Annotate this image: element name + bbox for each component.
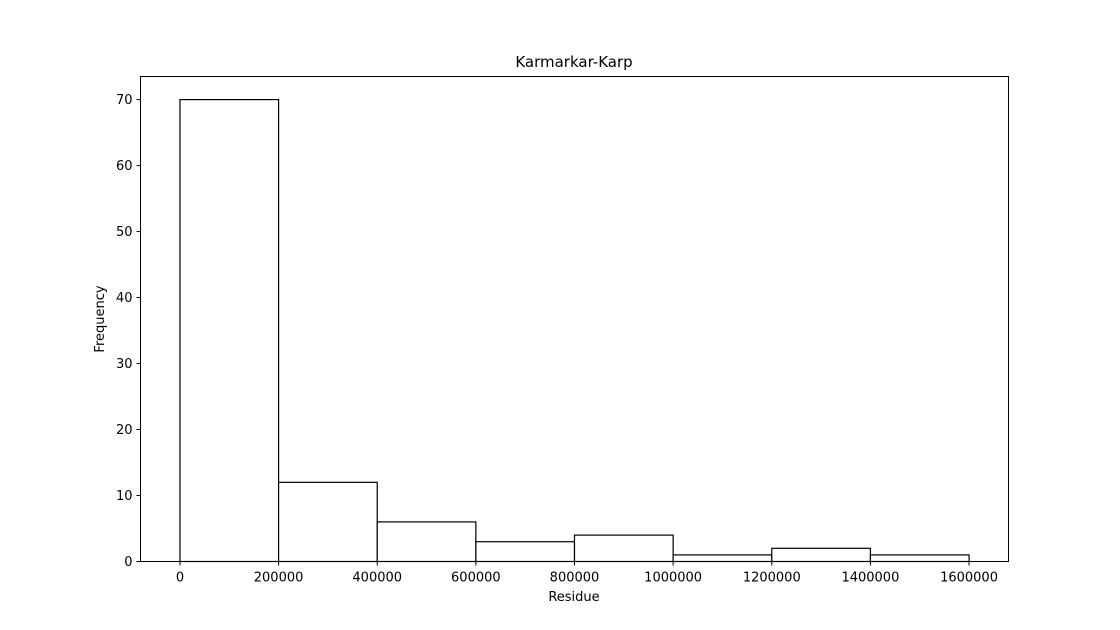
histogram-bar [376,521,477,563]
y-tick-label: 0 [124,555,132,570]
y-tick-label: 60 [116,159,133,174]
histogram-bar [771,547,872,563]
x-tick-label: 1600000 [940,571,998,586]
histogram-bar [869,554,970,563]
y-tick-label: 70 [116,93,133,108]
plot-area: 0 200000 400000 600000 800000 1000000 1200000 1… [116,93,998,585]
x-tick-label: 200000 [254,571,304,586]
y-tick-label: 40 [116,291,133,306]
y-tick-label: 30 [116,357,133,372]
histogram-bar [672,554,773,563]
y-tick-label: 50 [116,225,133,240]
histogram-bar [179,98,280,563]
histogram-bar [475,541,576,563]
x-tick-label: 1400000 [841,571,899,586]
chart-title: Karmarkar-Karp [515,53,632,71]
histogram-bar [277,481,378,563]
x-tick-label: 800000 [550,571,600,586]
y-tick-label: 20 [116,423,133,438]
axes-frame [140,76,1009,562]
x-tick-label: 600000 [451,571,501,586]
x-tick-label: 0 [176,571,184,586]
x-tick-label: 400000 [352,571,402,586]
x-axis-label: Residue [548,590,599,605]
x-tick-label: 1000000 [644,571,702,586]
x-tick-label: 1200000 [743,571,801,586]
y-tick-label: 10 [116,489,133,504]
y-axis-label: Frequency [93,285,108,352]
histogram-bar [573,534,674,563]
